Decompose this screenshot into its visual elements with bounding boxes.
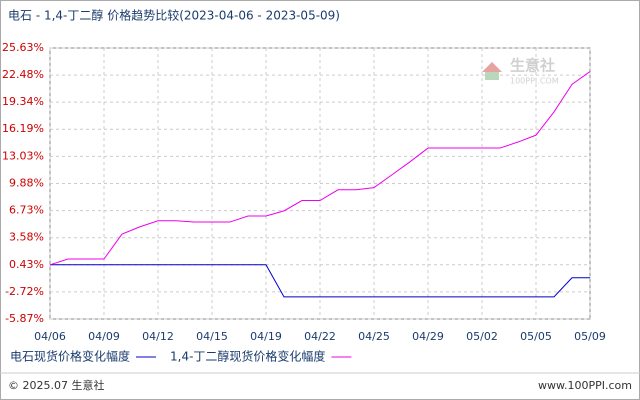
logo: [485, 72, 499, 80]
logo: [482, 62, 502, 72]
y-tick-label: 13.03%: [2, 149, 44, 162]
x-tick-label: 04/15: [196, 330, 228, 343]
x-tick-label: 05/02: [466, 330, 498, 343]
y-tick-label: -2.72%: [5, 285, 44, 298]
x-tick-label: 04/19: [250, 330, 282, 343]
series-line: [50, 264, 590, 298]
y-tick-label: 9.88%: [9, 177, 44, 190]
x-tick-label: 04/29: [412, 330, 444, 343]
footer: © 2025.07 生意社: [8, 378, 104, 392]
y-tick-label: -5.87%: [5, 312, 44, 325]
y-tick-label: 0.43%: [9, 258, 44, 271]
chart-title: 电石 - 1,4-丁二醇 价格趋势比较(2023-04-06 - 2023-05…: [8, 8, 340, 23]
y-tick-label: 25.63%: [2, 41, 44, 54]
y-tick-label: 16.19%: [2, 122, 44, 135]
x-tick-label: 05/09: [574, 330, 606, 343]
y-tick-label: 6.73%: [9, 204, 44, 217]
y-tick-label: 22.48%: [2, 68, 44, 81]
y-tick-label: 3.58%: [9, 231, 44, 244]
footer: www.100PPI.com: [538, 379, 632, 392]
x-tick-label: 04/22: [304, 330, 336, 343]
x-tick-label: 04/12: [142, 330, 174, 343]
watermark-text: 生意社: [510, 57, 555, 75]
x-tick-label: 04/09: [88, 330, 120, 343]
watermark-text: 100PPI.COM: [510, 77, 559, 86]
x-tick-label: 04/06: [34, 330, 66, 343]
y-tick-label: 19.34%: [2, 95, 44, 108]
x-tick-label: 04/25: [358, 330, 390, 343]
legend-label: 1,4-丁二醇现货价格变化幅度: [170, 349, 325, 364]
series-line: [49, 71, 591, 266]
watermark: 生意社 100PPI.COM: [482, 57, 559, 86]
x-tick-label: 05/05: [520, 330, 552, 343]
legend-label: 电石现货价格变化幅度: [10, 349, 130, 364]
